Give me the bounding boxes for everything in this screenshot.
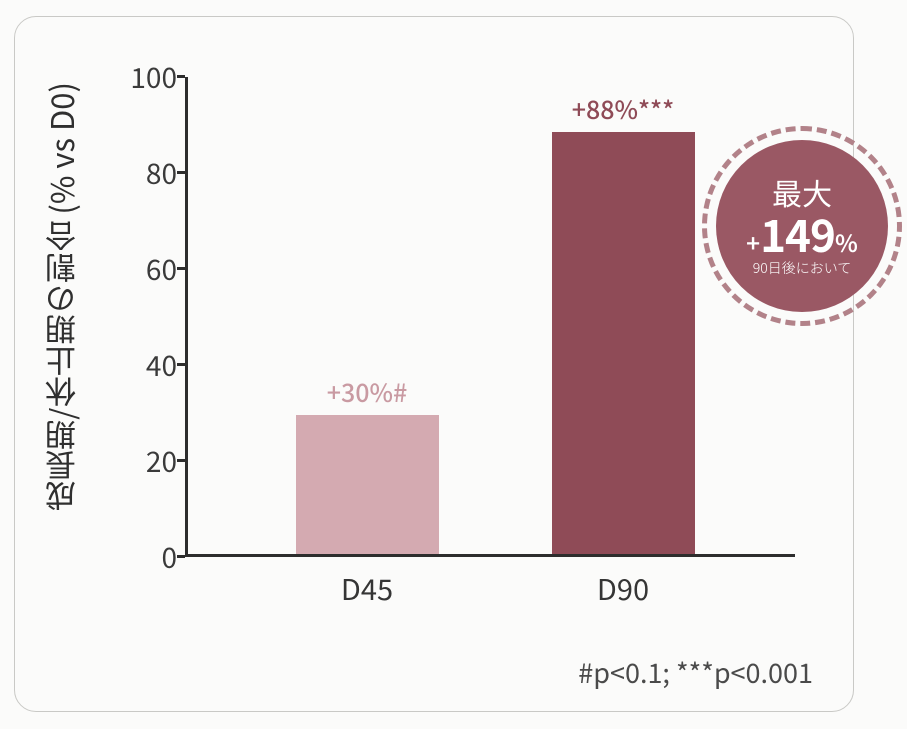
y-tick-label: 40 (117, 345, 177, 385)
bar-value-label: +30%# (267, 374, 467, 410)
y-axis-line (185, 77, 188, 557)
bar-d45 (296, 415, 439, 554)
x-category-label: D45 (287, 567, 447, 609)
y-tick-label: 80 (117, 153, 177, 193)
y-tick-mark (177, 363, 185, 366)
y-tick-label: 0 (117, 537, 177, 577)
badge-suffix: % (835, 224, 858, 259)
bar-value-label: +88%*** (523, 91, 723, 127)
y-tick-mark (177, 555, 185, 558)
bar-d90 (552, 132, 695, 554)
chart-card: 成長期/休止期の割合 (% vs D0) 020406080100+30%#D4… (14, 16, 854, 712)
x-category-label: D90 (543, 567, 703, 609)
badge-line2: +149% (746, 210, 858, 256)
x-axis-line (185, 554, 795, 557)
y-axis-label-text: 成長期/休止期の割合 (% vs D0) (38, 82, 83, 513)
significance-footnote: #p<0.1; ***p<0.001 (578, 652, 813, 691)
plot-area: 020406080100+30%#D45+88%***D90 (185, 77, 795, 557)
y-tick-mark (177, 171, 185, 174)
badge-prefix: + (746, 224, 760, 259)
badge-line3: 90日後において (753, 261, 852, 276)
badge-value: 149 (760, 201, 835, 265)
y-tick-mark (177, 459, 185, 462)
y-axis-label: 成長期/休止期の割合 (% vs D0) (25, 17, 95, 577)
y-tick-label: 60 (117, 249, 177, 289)
highlight-badge: 最大 +149% 90日後において (702, 126, 902, 326)
y-tick-label: 20 (117, 441, 177, 481)
y-tick-mark (177, 267, 185, 270)
y-tick-label: 100 (117, 57, 177, 97)
badge-core: 最大 +149% 90日後において (716, 140, 888, 312)
y-tick-mark (177, 75, 185, 78)
